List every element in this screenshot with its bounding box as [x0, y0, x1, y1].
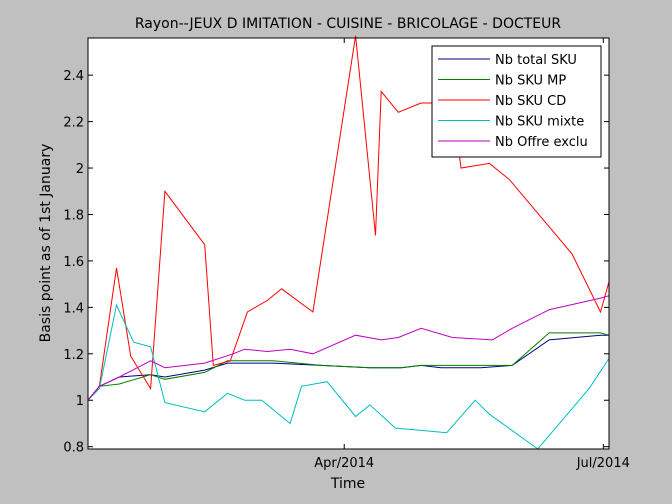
legend: Nb total SKU Nb SKU MP Nb SKU CD Nb SKU mix…: [431, 45, 602, 158]
chart-title: Rayon--JEUX D IMITATION - CUISINE - BRIC…: [135, 16, 562, 32]
y-tick-label: 2.4: [63, 69, 84, 84]
y-tick-label: 1: [76, 394, 84, 409]
x-tick-label: Apr/2014: [314, 456, 374, 471]
x-tick-label: Jul/2014: [576, 456, 630, 471]
series-layer: [87, 35, 610, 450]
series-line-1: [87, 332, 610, 401]
legend-label-4: Nb Offre exclu: [495, 135, 588, 150]
series-line-4: [87, 295, 610, 401]
series-line-2: [87, 35, 610, 401]
y-axis-title: Basis point as of 1st January: [38, 144, 54, 343]
legend-label-2: Nb SKU CD: [495, 94, 566, 109]
y-tick-label: 2.2: [63, 116, 84, 131]
legend-label-1: Nb SKU MP: [495, 74, 566, 89]
y-tick-label: 2: [76, 162, 84, 177]
ticks-layer: 0.8 1 1.2 1.4 1.6 1.8 2 2.2 2.4 Apr/2014 Jul/2014: [63, 38, 630, 471]
y-tick-label: 1.6: [63, 255, 84, 270]
legend-label-0: Nb total SKU: [495, 53, 577, 68]
legend-label-3: Nb SKU mixte: [495, 115, 584, 130]
y-tick-label: 0.8: [63, 441, 84, 456]
plot-frame: [87, 37, 610, 450]
y-tick-label: 1.2: [63, 348, 84, 363]
x-axis-title: Time: [330, 476, 365, 492]
series-line-3: [87, 303, 610, 450]
y-tick-label: 1.8: [63, 208, 84, 223]
y-tick-label: 1.4: [63, 301, 84, 316]
legend-box: [431, 45, 602, 158]
